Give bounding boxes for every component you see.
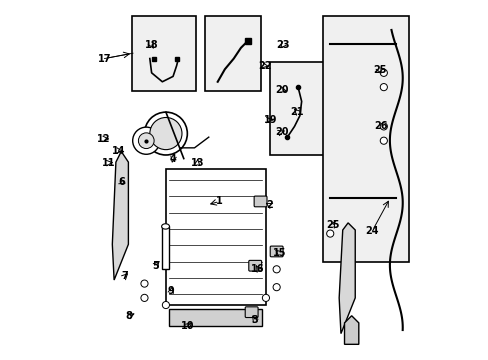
Text: 3: 3 (251, 315, 258, 325)
FancyBboxPatch shape (244, 307, 258, 318)
Text: 12: 12 (97, 134, 110, 144)
Bar (165, 169, 265, 305)
Text: 21: 21 (290, 107, 304, 117)
Circle shape (326, 230, 333, 237)
Circle shape (380, 137, 386, 144)
Text: 9: 9 (167, 286, 174, 296)
Polygon shape (344, 316, 358, 344)
Circle shape (132, 127, 160, 154)
Circle shape (138, 133, 154, 149)
Text: 2: 2 (265, 200, 272, 210)
Bar (323, 16, 408, 262)
Text: 25: 25 (325, 220, 339, 230)
FancyBboxPatch shape (270, 246, 283, 257)
Circle shape (380, 69, 386, 76)
Polygon shape (112, 152, 128, 280)
Text: 6: 6 (118, 177, 124, 187)
Text: 14: 14 (112, 146, 125, 156)
Text: 16: 16 (251, 264, 264, 274)
Text: 24: 24 (365, 226, 378, 236)
Text: 17: 17 (98, 54, 111, 64)
Bar (162, 226, 169, 269)
Bar (269, 62, 329, 155)
Circle shape (262, 294, 269, 301)
Circle shape (141, 280, 148, 287)
Text: 26: 26 (373, 121, 387, 131)
Text: 19: 19 (263, 115, 276, 125)
Circle shape (272, 284, 280, 291)
FancyBboxPatch shape (248, 260, 261, 271)
Text: 25: 25 (372, 65, 386, 75)
Text: 20: 20 (275, 127, 288, 137)
Text: 22: 22 (258, 61, 271, 71)
Circle shape (144, 112, 187, 155)
Ellipse shape (162, 224, 169, 229)
Circle shape (149, 117, 182, 150)
Circle shape (141, 294, 148, 301)
Circle shape (380, 84, 386, 91)
Text: 5: 5 (151, 261, 158, 271)
Text: 7: 7 (121, 271, 128, 282)
Circle shape (272, 266, 280, 273)
Bar (132, 16, 196, 91)
Text: 13: 13 (190, 158, 203, 168)
FancyBboxPatch shape (254, 196, 266, 207)
Text: 23: 23 (276, 40, 289, 50)
Text: 4: 4 (169, 154, 176, 163)
Text: 1: 1 (216, 197, 223, 206)
Bar (169, 309, 262, 327)
Circle shape (380, 123, 386, 130)
Polygon shape (339, 223, 354, 334)
Text: 20: 20 (275, 85, 288, 95)
Text: 11: 11 (102, 158, 115, 168)
Text: 10: 10 (180, 321, 194, 332)
Text: 18: 18 (144, 40, 158, 50)
Bar (205, 16, 260, 91)
Text: 8: 8 (125, 311, 132, 321)
Circle shape (162, 301, 169, 309)
Text: 15: 15 (272, 248, 285, 258)
